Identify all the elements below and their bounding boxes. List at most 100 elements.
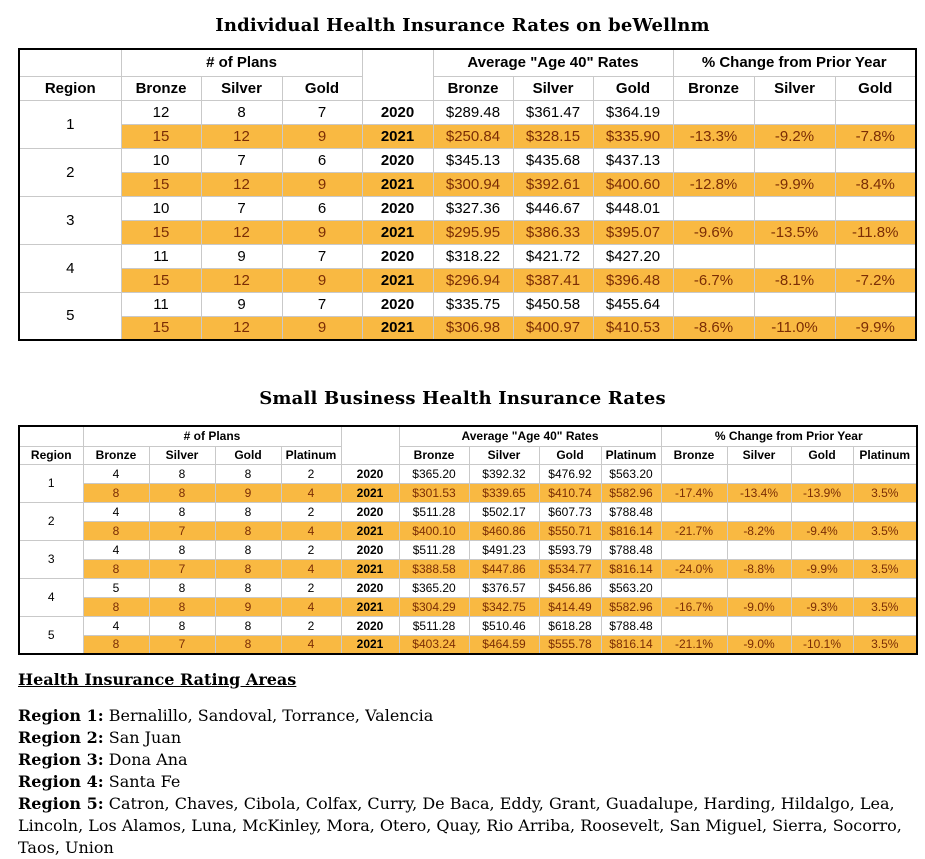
region-column-header: Region <box>18 445 84 465</box>
plans-platinum-cell: 4 <box>280 558 342 579</box>
rate-bronze-cell: $511.28 <box>398 501 470 522</box>
rate-silver-cell: $510.46 <box>468 615 540 636</box>
region-cell: 2 <box>18 501 84 541</box>
rate-gold-cell: $414.49 <box>538 596 602 617</box>
change-platinum-cell <box>852 577 918 598</box>
year-cell: 2020 <box>340 577 400 598</box>
table-row: 15 12 9 2021 $296.94 $387.41 $396.48 -6.7% -8.1%… <box>19 267 917 293</box>
change-silver-header: Silver <box>726 445 792 465</box>
plans-silver-cell: 8 <box>148 539 216 560</box>
change-silver-cell <box>753 291 836 317</box>
plans-silver-cell: 12 <box>200 171 283 197</box>
change-gold-cell <box>790 539 854 560</box>
rates-platinum-header: Platinum <box>600 445 662 465</box>
rate-bronze-cell: $345.13 <box>432 147 514 173</box>
change-silver-cell <box>753 243 836 269</box>
region-5-counties: Catron, Chaves, Cibola, Colfax, Curry, D… <box>18 794 902 857</box>
plans-silver-cell: 8 <box>148 615 216 636</box>
rates-group-header: Average "Age 40" Rates <box>398 425 662 447</box>
rate-bronze-cell: $296.94 <box>432 267 514 293</box>
year-cell: 2021 <box>361 123 434 149</box>
region-5-label: Region 5: <box>18 794 104 813</box>
change-silver-cell: -8.1% <box>753 267 836 293</box>
change-gold-cell: -7.2% <box>834 267 917 293</box>
rate-bronze-cell: $511.28 <box>398 615 470 636</box>
rate-platinum-cell: $582.96 <box>600 482 662 503</box>
year-cell: 2020 <box>340 501 400 522</box>
plans-silver-cell: 12 <box>200 267 283 293</box>
year-cell: 2020 <box>361 147 434 173</box>
year-cell: 2021 <box>340 558 400 579</box>
plans-bronze-cell: 15 <box>120 219 202 245</box>
change-gold-cell: -9.9% <box>834 315 917 341</box>
rate-gold-cell: $448.01 <box>592 195 674 221</box>
small-business-table-title: Small Business Health Insurance Rates <box>259 388 666 409</box>
plans-gold-cell: 8 <box>214 520 282 541</box>
rate-platinum-cell: $788.48 <box>600 501 662 522</box>
rate-bronze-cell: $365.20 <box>398 577 470 598</box>
rate-bronze-cell: $250.84 <box>432 123 514 149</box>
plans-bronze-cell: 15 <box>120 315 202 341</box>
change-gold-cell <box>834 195 917 221</box>
region-3-definition: Region 3: Dona Ana <box>18 749 910 771</box>
year-cell: 2020 <box>340 539 400 560</box>
rates-bronze-header: Bronze <box>432 75 514 101</box>
plans-bronze-cell: 8 <box>82 596 150 617</box>
rate-platinum-cell: $788.48 <box>600 615 662 636</box>
plans-gold-cell: 9 <box>281 315 363 341</box>
plans-bronze-cell: 8 <box>82 634 150 655</box>
rate-bronze-cell: $511.28 <box>398 539 470 560</box>
plans-silver-cell: 9 <box>200 291 283 317</box>
rate-bronze-cell: $301.53 <box>398 482 470 503</box>
rate-silver-cell: $386.33 <box>512 219 594 245</box>
plans-bronze-header: Bronze <box>120 75 202 101</box>
change-gold-cell <box>790 501 854 522</box>
plans-gold-cell: 9 <box>281 267 363 293</box>
individual-table-title: Individual Health Insurance Rates on beW… <box>215 15 710 36</box>
rate-platinum-cell: $563.20 <box>600 577 662 598</box>
change-bronze-cell <box>660 539 728 560</box>
rate-platinum-cell: $816.14 <box>600 558 662 579</box>
rate-bronze-cell: $289.48 <box>432 99 514 125</box>
change-gold-header: Gold <box>790 445 854 465</box>
change-bronze-cell <box>660 615 728 636</box>
region-2-definition: Region 2: San Juan <box>18 727 910 749</box>
rate-gold-cell: $455.64 <box>592 291 674 317</box>
table-row: 2 4 8 8 2 2020 $511.28 $502.17 $607.73 $788.48 <box>18 501 918 541</box>
change-gold-cell <box>834 243 917 269</box>
region-header-spacer <box>18 48 122 77</box>
rate-gold-cell: $437.13 <box>592 147 674 173</box>
plans-silver-cell: 9 <box>200 243 283 269</box>
change-platinum-cell: 3.5% <box>852 634 918 655</box>
table-row: 1 12 8 7 2020 $289.48 $361.47 $364.19 <box>18 99 917 149</box>
year-cell: 2020 <box>361 99 434 125</box>
region-cell: 3 <box>18 195 122 245</box>
change-bronze-cell <box>672 243 755 269</box>
region-cell: 4 <box>18 577 84 617</box>
change-bronze-cell: -13.3% <box>672 123 755 149</box>
change-bronze-cell <box>660 577 728 598</box>
region-4-counties: Santa Fe <box>108 772 181 791</box>
change-gold-cell: -13.9% <box>790 482 854 503</box>
region-cell: 5 <box>18 291 122 341</box>
plans-gold-cell: 6 <box>281 147 363 173</box>
plans-gold-header: Gold <box>214 445 282 465</box>
change-gold-cell: -8.4% <box>834 171 917 197</box>
rate-bronze-cell: $304.29 <box>398 596 470 617</box>
change-gold-header: Gold <box>834 75 917 101</box>
change-platinum-cell: 3.5% <box>852 520 918 541</box>
change-gold-cell <box>790 615 854 636</box>
table-row: 15 12 9 2021 $250.84 $328.15 $335.90 -13.3% -9.2… <box>19 123 917 149</box>
year-cell: 2021 <box>340 482 400 503</box>
plans-platinum-cell: 2 <box>280 463 342 484</box>
region-cell: 2 <box>18 147 122 197</box>
rate-gold-cell: $555.78 <box>538 634 602 655</box>
rate-silver-cell: $447.86 <box>468 558 540 579</box>
region-2-label: Region 2: <box>18 728 104 747</box>
year-cell: 2021 <box>361 219 434 245</box>
plans-silver-cell: 8 <box>148 501 216 522</box>
rate-gold-cell: $395.07 <box>592 219 674 245</box>
plans-silver-cell: 7 <box>200 147 283 173</box>
change-silver-cell: -8.8% <box>726 558 792 579</box>
rates-silver-header: Silver <box>468 445 540 465</box>
